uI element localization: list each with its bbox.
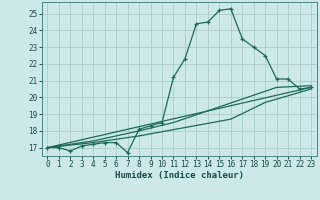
X-axis label: Humidex (Indice chaleur): Humidex (Indice chaleur) [115,171,244,180]
